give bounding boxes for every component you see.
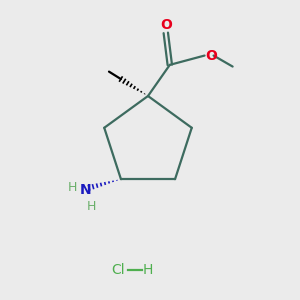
Text: O: O — [160, 18, 172, 32]
Text: H: H — [87, 200, 97, 213]
Text: O: O — [206, 49, 218, 63]
Text: N: N — [79, 183, 91, 197]
Text: H: H — [68, 181, 77, 194]
Text: Cl: Cl — [111, 263, 125, 277]
Text: H: H — [143, 263, 153, 277]
